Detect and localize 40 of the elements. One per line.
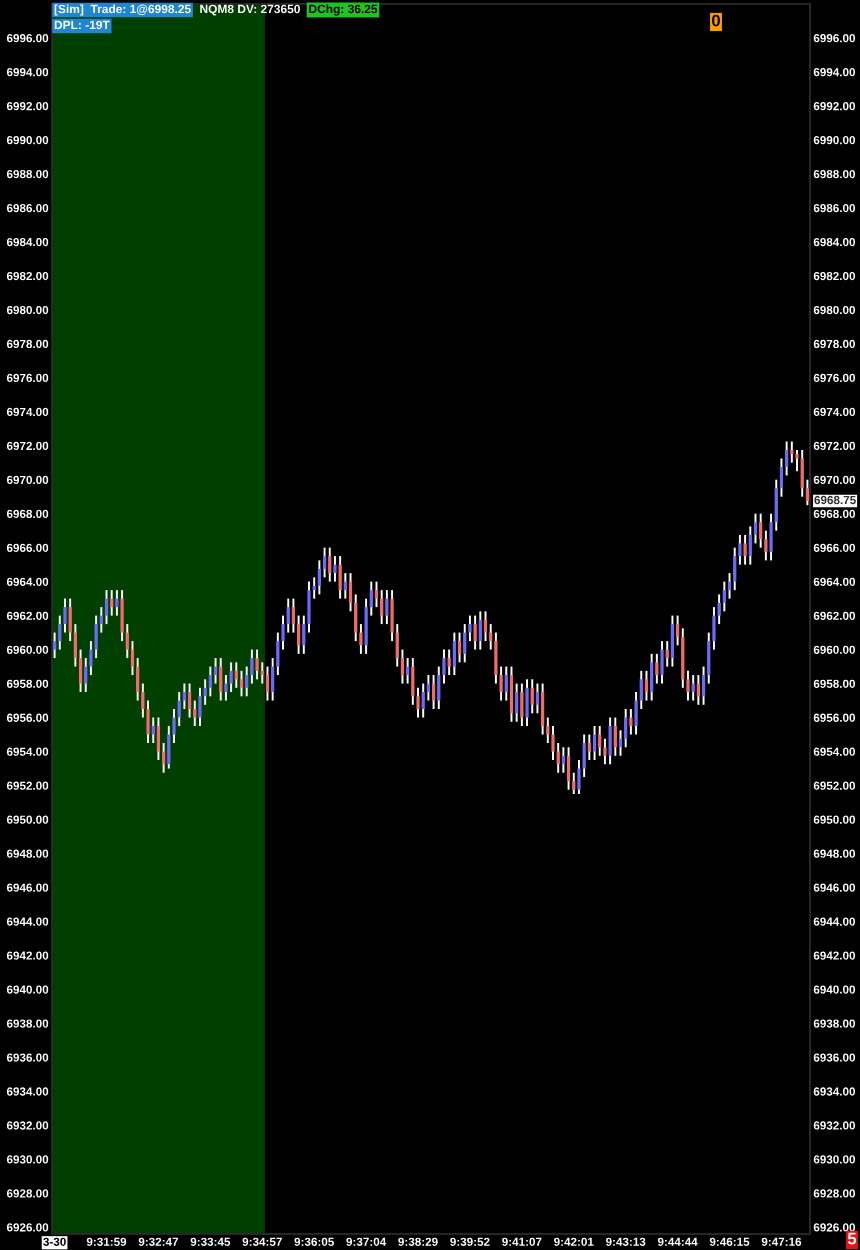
candlestick [478, 610, 482, 651]
candlestick [566, 746, 571, 791]
candlestick [452, 631, 456, 677]
text: 5 [847, 1232, 857, 1245]
candlestick [421, 682, 425, 719]
candlestick [592, 725, 597, 761]
candlestick [644, 669, 649, 702]
candlestick [624, 708, 628, 749]
candlestick [431, 674, 436, 711]
candlestick [198, 686, 202, 727]
candlestick [608, 716, 612, 766]
candlestick [525, 678, 529, 727]
candlestick [504, 665, 508, 702]
candlestick [187, 682, 192, 719]
candlestick [380, 589, 384, 626]
candlestick [520, 682, 524, 727]
candlestick [463, 623, 467, 664]
candlestick [483, 610, 488, 643]
candlestick [650, 652, 654, 702]
candlestick [743, 533, 747, 566]
candlestick [535, 682, 540, 715]
candlestick [338, 555, 342, 600]
candlestick [660, 640, 664, 685]
candlestick [255, 648, 259, 681]
candlestick [457, 631, 462, 664]
candlestick [239, 669, 244, 698]
annotation: 0 [712, 14, 720, 27]
candlestick [670, 614, 675, 668]
candlestick [515, 682, 519, 723]
candlestick [800, 448, 804, 498]
candlestick [265, 665, 270, 702]
candlestick [104, 589, 109, 626]
candlestick [208, 665, 212, 698]
candlestick [219, 657, 223, 702]
candlestick [473, 614, 477, 651]
candlestick [541, 682, 545, 736]
candlestick [328, 546, 332, 583]
candlestick [509, 665, 514, 723]
candlestick [613, 716, 617, 757]
candlestick [229, 661, 233, 694]
